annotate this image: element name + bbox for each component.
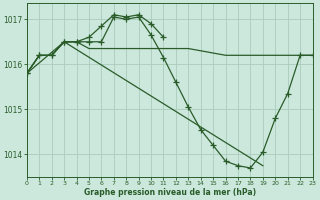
X-axis label: Graphe pression niveau de la mer (hPa): Graphe pression niveau de la mer (hPa) bbox=[84, 188, 256, 197]
